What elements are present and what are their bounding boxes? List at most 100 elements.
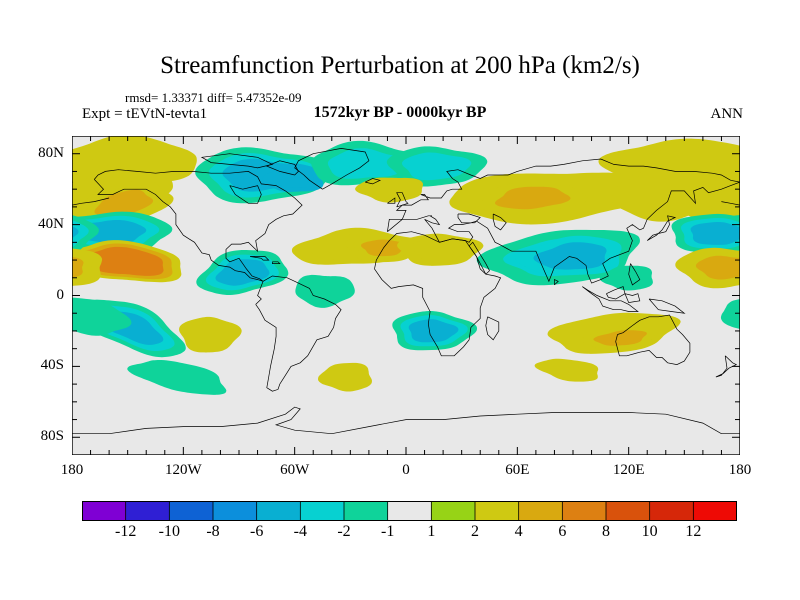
coastline: [387, 158, 740, 284]
y-tick-label: 80S: [40, 428, 64, 445]
coastline: [365, 178, 382, 185]
y-tick-label: 40N: [38, 215, 64, 232]
colorbar-tick-label: 2: [471, 523, 479, 540]
coastline: [396, 192, 409, 208]
x-tick-label: 120W: [164, 462, 202, 478]
colorbar-segment[interactable]: [649, 501, 694, 521]
coastline: [715, 355, 738, 378]
colorbar-segment[interactable]: [387, 501, 432, 521]
contour-band: [72, 256, 84, 278]
coastline: [721, 201, 740, 206]
colorbar-tick-label: 6: [558, 523, 567, 540]
y-tick-label: 80N: [38, 144, 64, 161]
coastline: [485, 316, 500, 341]
colorbar-tick-label: 12: [685, 523, 702, 540]
coastline: [624, 293, 641, 303]
colorbar-segment[interactable]: [606, 501, 651, 521]
colorbar[interactable]: [82, 501, 737, 521]
coastline: [468, 241, 490, 275]
coastline: [250, 256, 270, 261]
colorbar-tick-label: -4: [293, 523, 307, 540]
colorbar-tick-label: -1: [380, 523, 395, 540]
experiment-label: Expt = tEVtN-tevta1: [82, 106, 208, 122]
contour-band: [401, 152, 472, 181]
page-title: Streamfunction Perturbation at 200 hPa (…: [160, 52, 640, 79]
colorbar-tick-label: 4: [514, 523, 523, 540]
contour-band: [295, 274, 355, 308]
season-label: ANN: [710, 106, 744, 122]
coastline: [615, 314, 691, 365]
contour-band: [410, 238, 470, 261]
x-tick-label: 60W: [280, 462, 310, 478]
colorbar-tick-label: 8: [602, 523, 610, 540]
colorbar-segment[interactable]: [300, 501, 345, 521]
coastline: [492, 213, 507, 231]
colorbar-tick-label: 1: [427, 523, 436, 540]
contour-band: [318, 362, 372, 392]
coastline: [294, 148, 370, 190]
contour-band: [72, 149, 94, 185]
contour-band: [408, 319, 459, 343]
contour-band: [593, 330, 647, 346]
colorbar-segment[interactable]: [562, 501, 607, 521]
rmsd-statistics-label: rmsd= 1.33371 diff= 5.47352e-09: [125, 90, 302, 105]
coastline: [457, 213, 481, 224]
coastline: [554, 279, 559, 286]
contour-band: [599, 265, 653, 291]
coastline: [272, 261, 281, 264]
colorbar-segment[interactable]: [518, 501, 563, 521]
contour-band: [94, 189, 154, 216]
contour-band: [533, 242, 607, 270]
coastline: [582, 286, 639, 312]
colorbar-segment[interactable]: [169, 501, 214, 521]
contour-band: [494, 186, 571, 210]
contour-band: [720, 299, 740, 329]
x-tick-label: 0: [402, 462, 410, 478]
colorbar-segment[interactable]: [125, 501, 170, 521]
contour-band: [534, 358, 599, 382]
coastline: [646, 215, 677, 241]
contour-band: [72, 297, 132, 336]
contour-band: [272, 168, 315, 188]
colorbar-segment[interactable]: [475, 501, 520, 521]
coastline: [628, 263, 641, 286]
colorbar-segment[interactable]: [256, 501, 301, 521]
colorbar-tick-label: -10: [158, 523, 180, 540]
colorbar-tick-label: -2: [337, 523, 351, 540]
coastline-layer: [72, 148, 740, 435]
colorbar-segment[interactable]: [82, 501, 127, 521]
colorbar-segment[interactable]: [344, 501, 389, 521]
x-tick-label: 120E: [612, 462, 645, 478]
contour-band: [88, 250, 155, 273]
coastline: [94, 169, 303, 282]
contour-band: [127, 359, 227, 395]
x-tick-label: 180: [728, 462, 752, 478]
x-tick-label: 180: [60, 462, 84, 478]
contour-band: [611, 177, 723, 222]
coastline: [374, 231, 502, 357]
contour-band: [327, 148, 405, 179]
coastline: [606, 286, 626, 300]
coastline: [387, 197, 396, 204]
colorbar-segment[interactable]: [693, 501, 737, 521]
coastline: [72, 197, 110, 206]
contour-fill-layer: [72, 136, 740, 395]
colorbar-tick-label: -12: [114, 523, 137, 540]
colorbar-segment[interactable]: [431, 501, 476, 521]
coastline: [200, 153, 274, 169]
contour-band: [695, 255, 740, 280]
contour-band: [179, 316, 242, 353]
colorbar-tick-label: -8: [206, 523, 220, 540]
colorbar-segment[interactable]: [213, 501, 258, 521]
contour-band: [360, 239, 408, 257]
coastline: [265, 160, 299, 176]
coastline: [229, 185, 262, 204]
y-tick-label: 40S: [40, 357, 64, 374]
contour-band: [690, 222, 740, 245]
period-label: 1572kyr BP - 0000kyr BP: [313, 104, 487, 121]
y-tick-label: 0: [56, 286, 65, 303]
colorbar-tick-label: -6: [249, 523, 264, 540]
coastline: [255, 275, 342, 392]
x-tick-label: 60E: [505, 462, 530, 478]
